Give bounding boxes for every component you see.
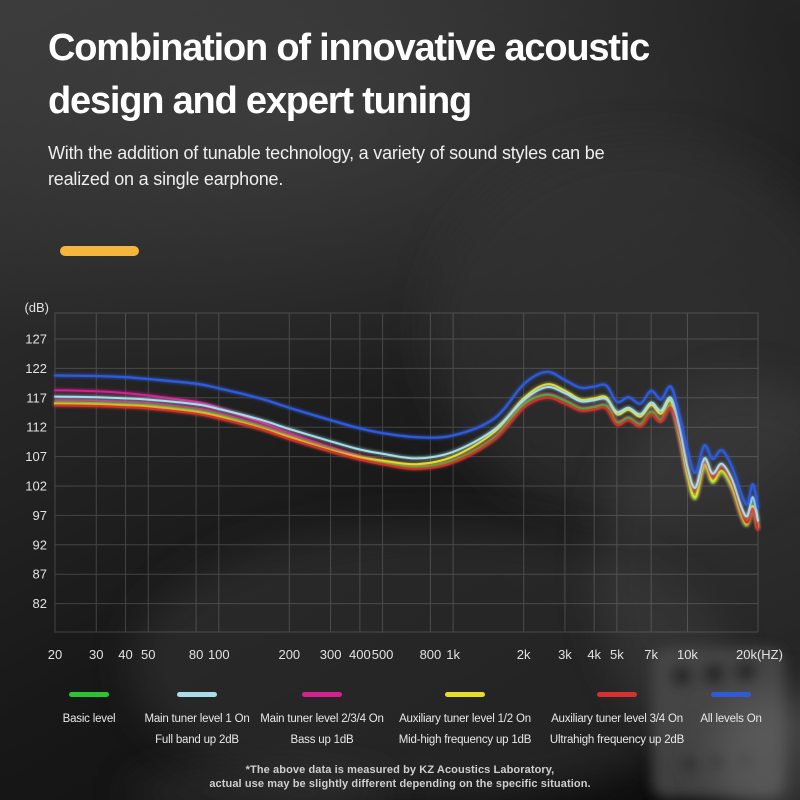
- legend-subtitle: Ultrahigh frequency up 2dB: [549, 734, 685, 746]
- legend-title: Auxiliary tuner level 1/2 On: [399, 713, 531, 725]
- page-title: Combination of innovative acoustic desig…: [48, 22, 768, 128]
- header: Combination of innovative acoustic desig…: [48, 22, 768, 192]
- legend-swatch-green: [69, 692, 109, 697]
- page-subtitle-line2: realized on a single earphone.: [48, 169, 284, 189]
- legend-title: Main tuner level 1 On: [144, 713, 250, 725]
- footer-note: *The above data is measured by KZ Acoust…: [0, 763, 800, 791]
- legend-item-all-levels: All levels On: [692, 692, 770, 725]
- legend-subtitle: Mid-high frequency up 1dB: [398, 734, 532, 746]
- legend-title: Main tuner level 2/3/4 On: [260, 713, 384, 725]
- legend-swatch-cyan: [177, 692, 217, 697]
- legend-swatch-magenta: [302, 692, 342, 697]
- accent-bar: [60, 246, 139, 256]
- legend-swatch-red: [597, 692, 637, 697]
- page-title-line2: design and expert tuning: [48, 80, 472, 122]
- bg-blob: [130, 770, 390, 800]
- page-subtitle-line1: With the addition of tunable technology,…: [48, 143, 605, 163]
- legend-swatch-yellow: [445, 692, 485, 697]
- legend-subtitle: Bass up 1dB: [290, 734, 354, 746]
- legend-title: All levels On: [700, 713, 762, 725]
- page-title-line1: Combination of innovative acoustic: [48, 27, 650, 69]
- legend-item-aux-tuner-12: Auxiliary tuner level 1/2 On Mid-high fr…: [384, 692, 546, 746]
- legend-item-main-tuner-234: Main tuner level 2/3/4 On Bass up 1dB: [250, 692, 394, 746]
- legend-title: Basic level: [62, 713, 116, 725]
- bg-blob: [130, 525, 730, 800]
- legend-swatch-blue: [711, 692, 751, 697]
- bg-blob: [714, 690, 800, 800]
- page-subtitle: With the addition of tunable technology,…: [48, 140, 768, 192]
- legend-title: Auxiliary tuner level 3/4 On: [551, 713, 683, 725]
- legend-subtitle: Full band up 2dB: [155, 734, 239, 746]
- footer-note-line2: actual use may be slightly different dep…: [209, 778, 591, 790]
- footer-note-line1: *The above data is measured by KZ Acoust…: [245, 764, 555, 776]
- legend-item-aux-tuner-34: Auxiliary tuner level 3/4 On Ultrahigh f…: [538, 692, 696, 746]
- legend-item-main-tuner-1: Main tuner level 1 On Full band up 2dB: [134, 692, 260, 746]
- legend-item-basic-level: Basic level: [50, 692, 128, 725]
